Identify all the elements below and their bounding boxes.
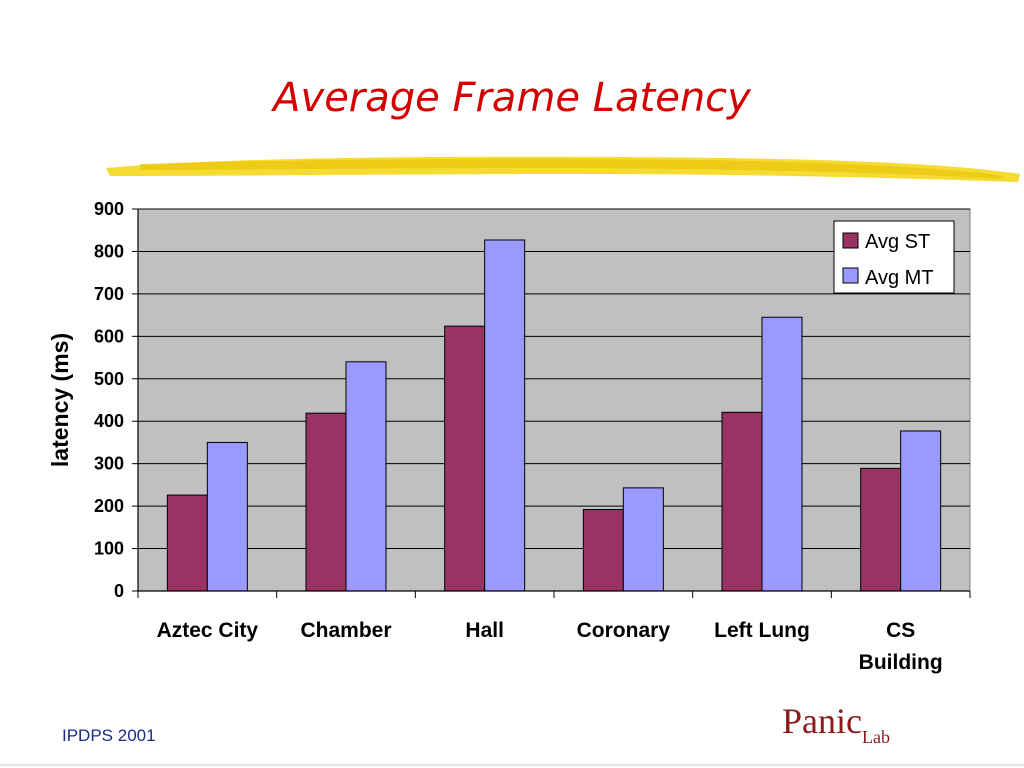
title-underline-brush: [106, 156, 1020, 182]
bar-st-2: [444, 325, 486, 592]
y-tick-label-4: 400: [94, 411, 124, 431]
bar-st-1: [305, 412, 347, 592]
footer-text: IPDPS 2001: [62, 726, 156, 745]
logo-sub: Lab: [861, 727, 890, 747]
gridlines: [138, 208, 970, 550]
legend-swatch-st: [842, 232, 859, 249]
x-category-label-5-line0: CS: [886, 619, 915, 642]
bar-chart: 0 100 200 300 400 500 600 700 800 900 Aztec City C…: [47, 199, 971, 674]
bar-mt-5: [900, 430, 942, 592]
y-axis-ticks: 0 100 200 300 400 500 600 700 800 900: [94, 199, 138, 601]
x-category-label-2: Hall: [465, 619, 504, 642]
y-tick-label-8: 800: [94, 241, 124, 261]
bars: [166, 239, 942, 592]
x-category-label-0: Aztec City: [157, 619, 259, 642]
bottom-divider: [0, 764, 1024, 766]
y-tick-label-1: 100: [94, 539, 124, 559]
logo-main: Panic: [782, 701, 862, 741]
legend: Avg ST Avg MT: [833, 220, 955, 294]
y-tick-label-5: 500: [94, 369, 124, 389]
y-tick-label-9: 900: [94, 199, 124, 219]
bar-st-0: [166, 494, 208, 592]
bar-mt-0: [206, 441, 248, 592]
panic-lab-logo: PanicLab: [782, 700, 890, 747]
y-tick-label-2: 200: [94, 496, 124, 516]
legend-label-mt: Avg MT: [865, 267, 934, 289]
bar-mt-3: [622, 487, 664, 592]
bar-st-3: [582, 509, 624, 592]
bar-mt-1: [345, 361, 387, 592]
slide-title: Average Frame Latency: [273, 75, 751, 121]
legend-label-st: Avg ST: [865, 231, 930, 253]
x-axis-categories: Aztec City Chamber Hall Coronary Left Lung CS…: [137, 591, 971, 674]
x-category-label-5-line1: Building: [859, 651, 943, 674]
bar-mt-2: [484, 239, 526, 592]
bar-st-4: [721, 411, 763, 592]
y-tick-label-3: 300: [94, 454, 124, 474]
bar-st-5: [860, 467, 902, 592]
x-category-label-3: Coronary: [577, 619, 671, 642]
bar-mt-4: [761, 316, 803, 592]
plot-area: [137, 208, 971, 592]
y-tick-label-6: 600: [94, 326, 124, 346]
legend-swatch-mt: [842, 267, 859, 284]
x-category-label-1: Chamber: [300, 619, 391, 642]
y-axis-label: latency (ms): [47, 333, 73, 467]
x-category-label-4: Left Lung: [714, 619, 810, 642]
y-tick-label-0: 0: [114, 581, 124, 601]
y-tick-label-7: 700: [94, 284, 124, 304]
